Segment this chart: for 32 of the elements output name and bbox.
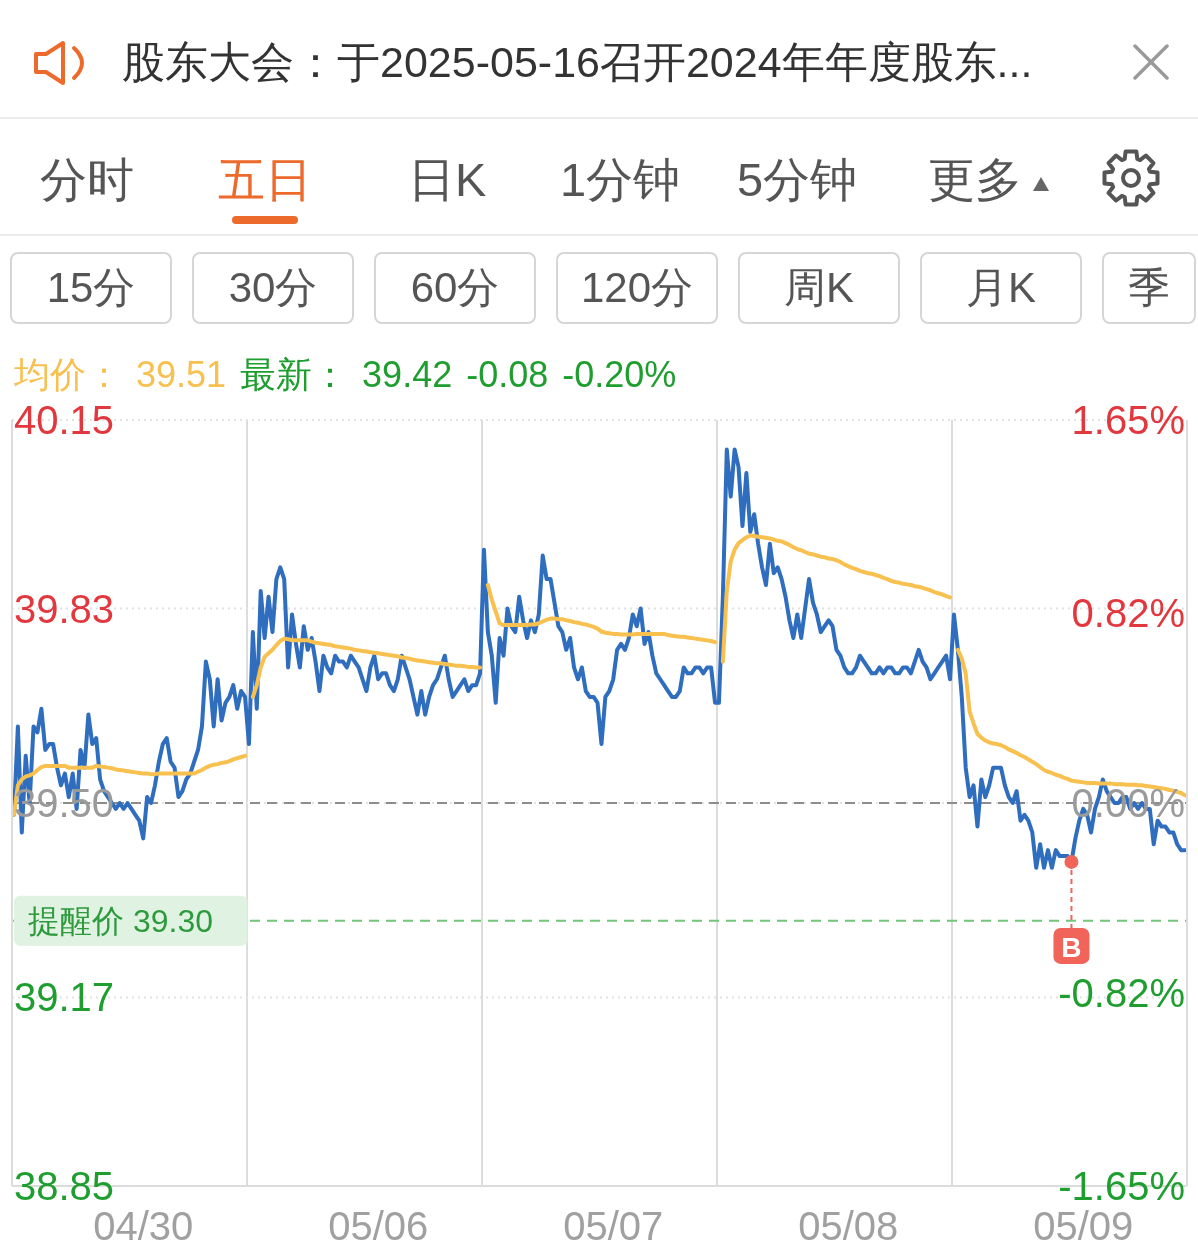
text: 最新：: [240, 353, 349, 397]
y2-tick-label: 1.65%: [1071, 398, 1185, 442]
text: 更多: [928, 153, 1022, 206]
button: 30分: [192, 252, 354, 324]
line-series: [12, 447, 1187, 870]
text: 股东大会：于2025-05-16召开2024年年度股东...: [122, 38, 1033, 86]
button: 月K: [920, 252, 1082, 324]
button: 120分: [556, 252, 718, 324]
x-tick-label: 05/07: [563, 1204, 664, 1248]
text: 1分钟: [560, 153, 681, 206]
y2-tick-label: -0.82%: [1058, 971, 1185, 1016]
text: 39.42: [362, 353, 453, 397]
text: -0.08: [466, 353, 549, 397]
y-tick-label: 39.83: [14, 586, 115, 631]
text: 均价：: [14, 354, 122, 395]
text: 五日: [218, 153, 312, 206]
text: 39.51: [136, 353, 227, 397]
data-label: B: [1061, 931, 1082, 963]
button: 60分: [374, 252, 536, 324]
x-tick-label: 05/08: [798, 1204, 899, 1248]
ref-line-label: 提醒价 39.30: [28, 902, 213, 939]
text: 5分钟: [737, 153, 858, 206]
button: 15分: [10, 252, 172, 324]
text: 日K: [408, 153, 487, 206]
button: 季: [1102, 252, 1196, 324]
button: 周K: [738, 252, 900, 324]
text: 分时: [40, 153, 134, 206]
x-tick-label: 05/06: [328, 1204, 429, 1248]
y-tick-label: 40.15: [14, 398, 115, 442]
y-tick-label: 39.17: [14, 975, 115, 1020]
text: -0.20%: [562, 353, 677, 397]
y2-tick-label: 0.82%: [1071, 590, 1185, 635]
